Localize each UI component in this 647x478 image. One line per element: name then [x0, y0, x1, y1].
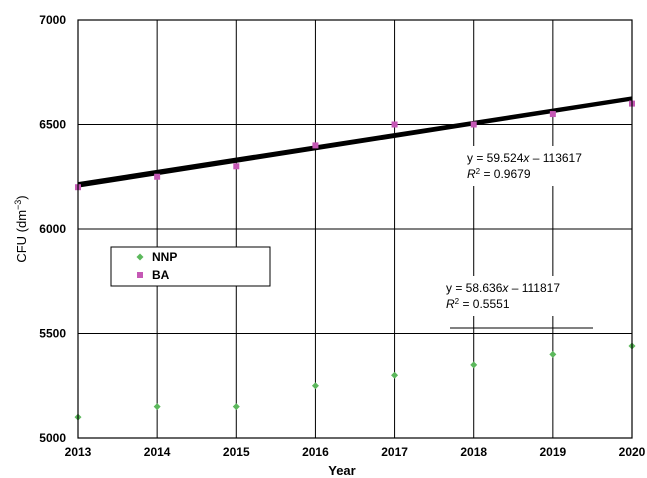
- y-tick-label-5000: 5000: [39, 431, 66, 445]
- ba-r-squared: R2 = 0.9679: [467, 167, 531, 182]
- x-tick-label-2020: 2020: [619, 445, 646, 459]
- ba-r-squared-superscript: 2: [476, 167, 481, 176]
- nnp-equation-background: [442, 276, 598, 316]
- legend-nnp-label: NNP: [152, 250, 177, 264]
- x-tick-label-2017: 2017: [381, 445, 408, 459]
- y-axis-title-main: CFU (dm: [14, 210, 29, 263]
- y-axis-title: CFU (dm−3): [13, 195, 29, 262]
- ba-point-2014: [154, 173, 161, 180]
- ba-equation: y = 59.524x – 113617: [467, 151, 582, 165]
- ba-point-2018: [470, 121, 477, 128]
- nnp-point-2017: [391, 371, 399, 379]
- nnp-equation-var: x: [501, 281, 509, 295]
- x-tick-label-2019: 2019: [540, 445, 567, 459]
- legend-ba-label: BA: [152, 268, 170, 282]
- x-tick-label-2015: 2015: [223, 445, 250, 459]
- ba-point-2015: [233, 163, 240, 170]
- ba-point-2019: [549, 111, 556, 118]
- ba-equation-background: [460, 146, 610, 186]
- nnp-r-squared-superscript: 2: [455, 297, 460, 306]
- x-tick-label-2016: 2016: [302, 445, 329, 459]
- x-tick-label-2013: 2013: [65, 445, 92, 459]
- ba-equation-prefix: y = 59.524: [467, 151, 524, 165]
- plot-frame: [77, 19, 633, 439]
- ba-r-squared-symbol: R: [467, 167, 476, 181]
- y-tick-label-6500: 6500: [39, 118, 66, 132]
- nnp-r-squared-symbol: R: [446, 297, 455, 311]
- ba-point-2017: [391, 121, 398, 128]
- legend-ba-marker: [137, 272, 143, 278]
- nnp-point-2019: [549, 350, 557, 358]
- y-tick-label-6000: 6000: [39, 222, 66, 236]
- trend-lines: [77, 96, 633, 188]
- x-tick-label-2018: 2018: [460, 445, 487, 459]
- legend-nnp-marker: [136, 253, 144, 261]
- nnp-point-2014: [153, 403, 161, 411]
- nnp-equation-prefix: y = 58.636: [446, 281, 503, 295]
- nnp-point-2018: [470, 361, 478, 369]
- x-tick-labels: 2013 2014 2015 2016 2017 2018 2019 2020: [65, 445, 646, 459]
- nnp-equation: y = 58.636x – 111817: [446, 281, 560, 295]
- legend-box: [110, 246, 271, 287]
- y-axis-title-superscript: −3: [13, 200, 23, 210]
- nnp-trend-line: [77, 96, 633, 186]
- nnp-point-2015: [232, 403, 240, 411]
- legend: NNP BA: [110, 246, 271, 287]
- ba-point-2016: [312, 142, 319, 149]
- y-tick-label-7000: 7000: [39, 13, 66, 27]
- nnp-equation-suffix: – 111817: [508, 281, 560, 295]
- x-tick-label-2014: 2014: [144, 445, 171, 459]
- ba-equation-suffix: – 113617: [529, 151, 582, 165]
- ba-trend-line: [77, 97, 633, 188]
- ba-r-squared-value: = 0.9679: [480, 167, 531, 181]
- y-tick-labels: 5000 5500 6000 6500 7000: [39, 13, 66, 445]
- nnp-r-squared: R2 = 0.5551: [446, 297, 510, 312]
- nnp-r-squared-value: = 0.5551: [459, 297, 510, 311]
- data-points: [74, 100, 636, 421]
- y-axis-title-close: ): [14, 195, 29, 199]
- ba-equation-var: x: [522, 151, 530, 165]
- x-axis-title: Year: [328, 463, 355, 478]
- y-tick-label-5500: 5500: [39, 327, 66, 341]
- nnp-point-2016: [311, 382, 319, 390]
